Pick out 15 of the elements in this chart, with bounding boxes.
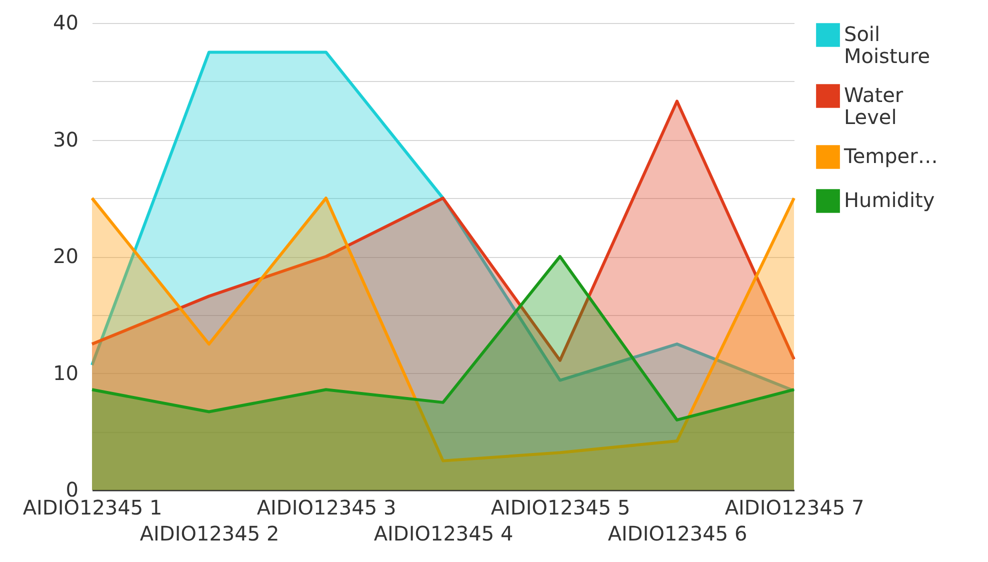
x-tick-label: AIDIO12345 3 (256, 496, 396, 520)
legend-label: Soil Moisture (844, 22, 930, 68)
legend-label: Temper… (843, 144, 938, 168)
y-tick-label: 30 (53, 127, 78, 152)
x-tick-label: AIDIO12345 4 (374, 522, 514, 546)
x-tick-label: AIDIO12345 1 (22, 496, 162, 520)
x-tick-label: AIDIO12345 7 (724, 496, 864, 520)
legend-label: Water Level (844, 83, 904, 129)
y-tick-label: 20 (53, 244, 78, 268)
y-tick-label: 10 (53, 360, 78, 385)
x-tick-label: AIDIO12345 2 (140, 522, 280, 546)
y-tick-label: 40 (53, 10, 78, 34)
x-tick-label: AIDIO12345 6 (608, 522, 748, 546)
x-tick-label: AIDIO12345 5 (490, 496, 630, 520)
legend-label: Humidity (844, 188, 935, 212)
